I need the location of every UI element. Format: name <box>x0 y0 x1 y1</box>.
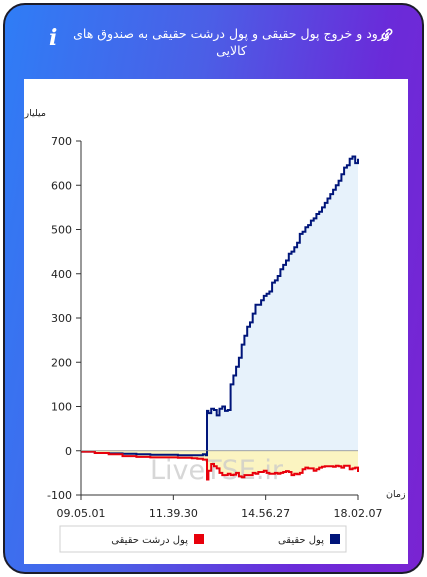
series-area-0 <box>81 156 358 456</box>
legend-swatch-1 <box>194 534 204 544</box>
x-tick-label: 09.05.01 <box>57 507 106 520</box>
legend: پول حقیقی پول درشت حقیقی <box>59 525 347 553</box>
y-tick-label: 100 <box>51 401 72 414</box>
series-area-1 <box>81 450 358 480</box>
link-icon[interactable] <box>380 27 394 41</box>
chart-svg: LiveTSE.ir -100 0 100 200 300 400 500 600 700 09.… <box>5 108 406 553</box>
legend-swatch-0 <box>330 534 340 544</box>
y-tick-label: -100 <box>47 489 72 502</box>
x-tick-label: 18.02.07 <box>334 507 383 520</box>
y-tick-label: 200 <box>51 356 72 369</box>
y-tick-label: 0 <box>65 445 72 458</box>
series-line-1[interactable] <box>81 450 359 481</box>
legend-label-0[interactable]: پول حقیقی <box>278 535 324 546</box>
chart-panel: LiveTSE.ir -100 0 100 200 300 400 500 600 700 09.… <box>5 79 408 564</box>
card-header: i ورود و خروج پول حقیقی و پول درشت حقیقی… <box>5 5 422 77</box>
x-axis-title: زمان <box>386 489 406 500</box>
watermark: LiveTSE.ir <box>150 455 284 486</box>
y-tick-label: 600 <box>51 179 72 192</box>
y-tick-label: 300 <box>51 312 72 325</box>
chart-card: i ورود و خروج پول حقیقی و پول درشت حقیقی… <box>3 3 424 574</box>
y-tick-label: 700 <box>51 135 72 148</box>
info-icon[interactable]: i <box>49 25 58 51</box>
chart-title: ورود و خروج پول حقیقی و پول درشت حقیقی ب… <box>73 26 390 58</box>
y-tick-label: 500 <box>51 224 72 237</box>
x-tick-label: 14.56.27 <box>241 507 290 520</box>
x-tick-label: 11.39.30 <box>149 507 198 520</box>
legend-label-1[interactable]: پول درشت حقیقی <box>111 535 188 546</box>
y-axis-title: میلیارد تومان <box>24 108 46 119</box>
series-line-0[interactable] <box>81 155 359 457</box>
y-tick-label: 400 <box>51 268 72 281</box>
